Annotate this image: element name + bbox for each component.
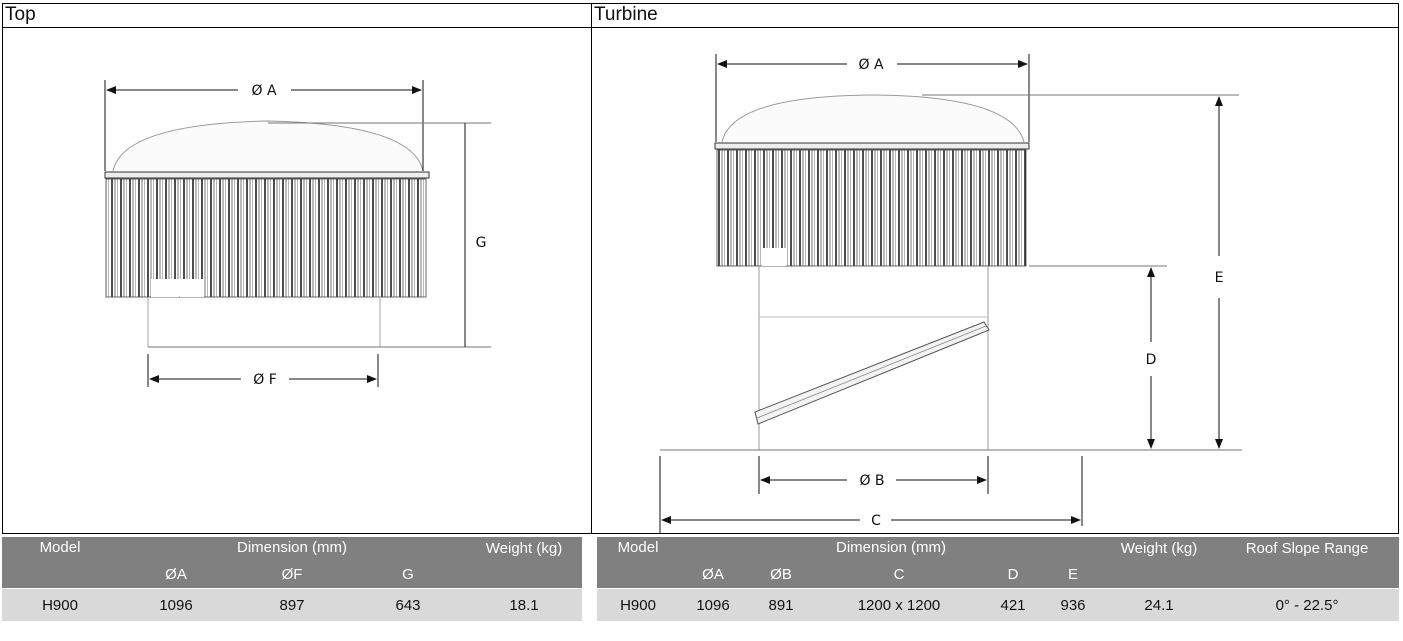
header-dimension: Dimension (mm): [679, 537, 1104, 561]
dome-cap: [112, 120, 424, 172]
dim-label-b: Ø B: [859, 473, 884, 489]
rim-band: [714, 142, 1030, 150]
subheader-c: C: [815, 561, 983, 589]
cell-g: 643: [350, 588, 466, 621]
header-weight: Weight (kg): [1103, 537, 1216, 589]
cell-e: 936: [1043, 588, 1104, 621]
dim-label-e: E: [1215, 270, 1224, 286]
panel-title-divider: [592, 27, 1398, 28]
cell-roof-slope: 0° - 22.5°: [1215, 588, 1400, 621]
dim-label-f: Ø F: [253, 372, 277, 388]
subheader-e: E: [1043, 561, 1104, 589]
cell-c: 1200 x 1200: [815, 588, 983, 621]
subheader-d: D: [983, 561, 1043, 589]
header-model: Model: [597, 537, 679, 561]
rim-band: [104, 171, 430, 179]
panel-title-divider: [3, 27, 591, 28]
slope-collar: [754, 321, 990, 425]
panel-title-top: Top: [5, 4, 36, 25]
subheader-g: G: [350, 561, 466, 589]
cell-a: 1096: [118, 588, 234, 621]
dome-cap: [721, 94, 1025, 143]
header-weight: Weight (kg): [466, 537, 582, 589]
dim-label-g: G: [476, 235, 487, 251]
cell-f: 897: [234, 588, 350, 621]
panel-title-turbine: Turbine: [594, 4, 658, 25]
cell-b: 891: [747, 588, 815, 621]
top-spec-table: Model Dimension (mm) Weight (kg) ØA ØF G…: [2, 537, 582, 621]
header-model-blank: [597, 561, 679, 589]
top-view-drawing: Ø A G Ø F: [104, 80, 491, 388]
turbine-view-panel: Turbine: [591, 3, 1399, 534]
subheader-b: ØB: [747, 561, 815, 589]
turbine-spec-table: Model Dimension (mm) Weight (kg) Roof Sl…: [597, 537, 1400, 621]
cell-model: H900: [2, 588, 118, 621]
table-row: H900 1096 897 643 18.1: [2, 588, 582, 621]
header-roof-slope: Roof Slope Range: [1215, 537, 1400, 589]
dim-label-a: Ø A: [858, 57, 883, 73]
dim-label-a: Ø A: [251, 83, 276, 99]
cell-model: H900: [597, 588, 679, 621]
subheader-a: ØA: [679, 561, 747, 589]
header-model-blank: [2, 561, 118, 589]
header-model: Model: [2, 537, 118, 561]
cell-d: 421: [983, 588, 1043, 621]
cell-weight: 24.1: [1103, 588, 1216, 621]
fin-body: [105, 178, 427, 298]
subheader-a: ØA: [118, 561, 234, 589]
top-view-panel: Top Ø A: [2, 3, 592, 534]
fin-body: [716, 149, 1027, 267]
header-dimension: Dimension (mm): [118, 537, 466, 561]
table-row: H900 1096 891 1200 x 1200 421 936 24.1 0…: [597, 588, 1400, 621]
dim-label-d: D: [1146, 352, 1157, 368]
dim-label-c: C: [871, 513, 881, 529]
turbine-view-drawing: Ø A E D Ø B C: [659, 54, 1242, 533]
subheader-f: ØF: [234, 561, 350, 589]
cell-a: 1096: [679, 588, 747, 621]
cell-weight: 18.1: [466, 588, 582, 621]
